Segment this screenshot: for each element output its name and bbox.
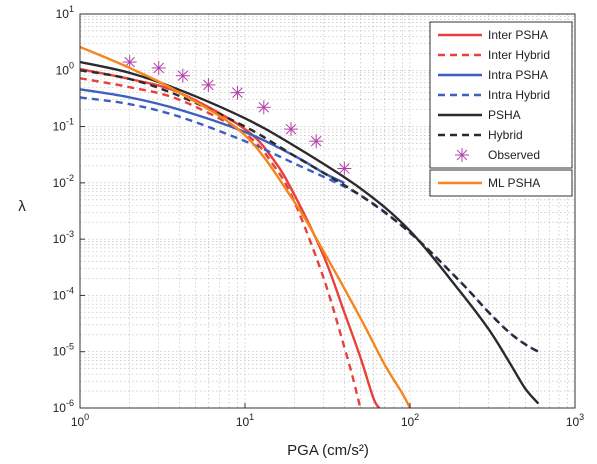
series-line-ml-psha xyxy=(80,45,412,408)
observed-point xyxy=(309,134,324,149)
y-tick-label: 10-4 xyxy=(53,285,74,302)
axes: 100 101 102 103 101 100 10-1 10-2 10-3 10-4 10-5 10… xyxy=(53,4,585,429)
y-tick-label: 10-5 xyxy=(53,342,74,359)
observed-point xyxy=(337,161,352,176)
observed-point xyxy=(201,77,216,92)
legend-label-hybrid: Hybrid xyxy=(488,128,523,142)
series-layer xyxy=(80,45,540,408)
x-tick-label: 101 xyxy=(236,412,254,429)
x-tick-label: 103 xyxy=(566,412,584,429)
legend-label-inter-hybrid: Inter Hybrid xyxy=(488,48,550,62)
series-line-hybrid xyxy=(80,69,539,353)
observed-point xyxy=(283,122,298,137)
legend-label-intra-hybrid: Intra Hybrid xyxy=(488,88,550,102)
observed-point xyxy=(175,68,190,83)
x-axis-label: PGA (cm/s²) xyxy=(287,442,369,459)
y-tick-label: 10-3 xyxy=(53,229,74,246)
legend-label-inter-psha: Inter PSHA xyxy=(488,28,548,42)
legend-label-ml-psha: ML PSHA xyxy=(488,176,540,190)
observed-point xyxy=(230,85,245,100)
observed-point xyxy=(151,60,166,75)
series-line-inter-hybrid xyxy=(80,77,362,408)
observed-point xyxy=(256,100,271,115)
y-tick-label: 100 xyxy=(56,60,74,77)
x-tick-label: 100 xyxy=(71,412,89,429)
legend-marker-observed xyxy=(455,148,469,162)
series-line-psha xyxy=(80,60,540,405)
y-tick-label: 101 xyxy=(56,4,74,21)
y-tick-label: 10-2 xyxy=(53,173,74,190)
legend: Inter PSHA Inter Hybrid Intra PSHA Intra Hy… xyxy=(429,21,573,197)
legend-label-psha: PSHA xyxy=(488,108,521,122)
series-line-inter-psha xyxy=(80,67,381,408)
x-tick-label: 102 xyxy=(401,412,419,429)
plot-frame xyxy=(79,13,576,409)
legend-label-observed: Observed xyxy=(488,148,540,162)
y-axis-label: λ xyxy=(18,198,26,215)
y-tick-label: 10-1 xyxy=(53,117,74,134)
legend-label-intra-psha: Intra PSHA xyxy=(488,68,548,82)
y-tick-label: 10-6 xyxy=(53,398,74,415)
